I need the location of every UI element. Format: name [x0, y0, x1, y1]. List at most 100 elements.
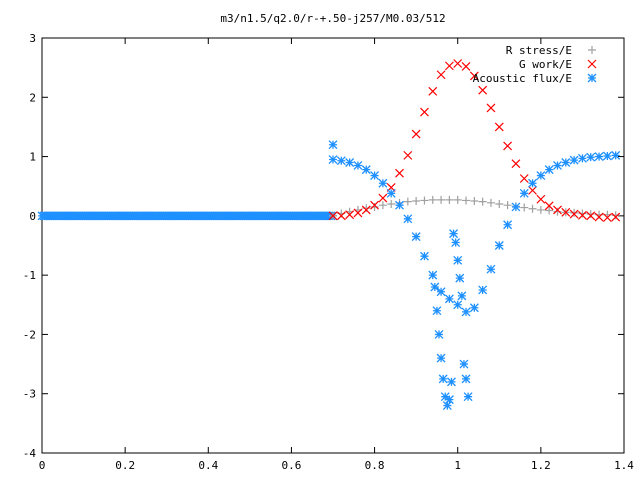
y-tick-label: -3 — [23, 388, 36, 401]
y-tick-label: -4 — [23, 447, 37, 460]
data-point — [436, 70, 446, 80]
series-layer — [37, 59, 621, 411]
data-point — [453, 59, 463, 68]
data-point — [444, 294, 454, 304]
data-point — [611, 212, 621, 222]
data-point — [370, 171, 380, 181]
data-point — [453, 195, 462, 204]
x-tick-label: 0.6 — [281, 459, 301, 472]
data-point — [437, 195, 446, 204]
y-tick-label: -2 — [23, 328, 36, 341]
axis-ticks — [41, 37, 625, 454]
data-point — [578, 210, 587, 220]
data-point — [362, 204, 371, 213]
data-point — [611, 150, 621, 160]
data-point — [528, 204, 537, 213]
data-point — [536, 205, 545, 214]
x-tick-label: 0.2 — [115, 459, 135, 472]
data-point — [412, 197, 421, 206]
data-point — [378, 178, 388, 188]
data-point — [469, 303, 479, 313]
data-point — [528, 178, 538, 188]
data-point — [328, 140, 338, 150]
series-points-3 — [328, 140, 621, 411]
legend-marker — [588, 46, 596, 54]
data-point — [436, 353, 446, 363]
flat-region — [37, 211, 338, 221]
data-point — [438, 374, 448, 384]
data-point — [461, 374, 471, 384]
data-point — [428, 195, 437, 204]
data-point — [594, 212, 604, 222]
x-tick-label: 1 — [454, 459, 461, 472]
data-point — [386, 188, 396, 198]
data-point — [511, 159, 521, 169]
data-point — [445, 195, 454, 204]
data-point — [361, 165, 371, 175]
data-point — [387, 200, 396, 208]
data-point — [469, 71, 479, 81]
data-point — [577, 153, 587, 163]
data-point — [419, 251, 429, 261]
data-point — [453, 255, 463, 265]
data-point — [486, 198, 495, 207]
data-point — [544, 165, 554, 175]
legend-label: G work/E — [519, 58, 572, 71]
data-point — [561, 207, 571, 217]
data-point — [470, 197, 479, 206]
data-point — [336, 211, 346, 221]
y-tick-label: 1 — [29, 151, 36, 164]
y-tick-label: 0 — [29, 210, 36, 223]
data-point — [328, 211, 338, 221]
data-point — [494, 241, 504, 250]
data-point — [370, 202, 379, 211]
data-point — [378, 201, 387, 210]
data-point — [403, 150, 413, 160]
data-point — [578, 209, 587, 218]
data-point — [411, 232, 421, 242]
data-point — [602, 151, 612, 161]
data-point — [353, 161, 363, 170]
x-tick-label: 1.2 — [531, 459, 551, 472]
data-point — [461, 62, 471, 71]
data-point — [478, 85, 488, 95]
data-point — [345, 210, 355, 220]
data-point — [611, 211, 620, 220]
data-point — [378, 193, 388, 203]
data-point — [428, 270, 438, 280]
data-point — [495, 200, 504, 208]
data-point — [586, 210, 595, 219]
data-point — [430, 282, 440, 292]
data-point — [361, 205, 371, 215]
data-point — [553, 161, 562, 170]
data-point — [444, 395, 454, 405]
data-point — [586, 152, 596, 162]
plot-area — [41, 37, 625, 454]
data-point — [420, 196, 429, 205]
data-point — [520, 203, 529, 212]
data-point — [463, 392, 473, 402]
data-point — [432, 306, 442, 316]
data-point — [511, 202, 521, 212]
tick-labels: 0 0.2 0.4 0.6 0.8 1 1.2 1.4 3 2 1 0 -1 -2 -3 -4 — [23, 32, 635, 472]
data-point — [444, 61, 454, 71]
data-point — [428, 86, 438, 96]
data-point — [486, 103, 496, 113]
y-tick-label: 3 — [29, 32, 36, 45]
data-point — [461, 307, 471, 317]
data-point — [478, 285, 488, 295]
data-point — [403, 197, 412, 206]
data-point — [403, 214, 413, 224]
data-point — [536, 194, 546, 204]
data-point — [451, 238, 461, 247]
data-point — [345, 158, 355, 167]
data-point — [528, 185, 537, 195]
data-point — [395, 168, 404, 178]
x-tick-label: 0 — [39, 459, 46, 472]
data-point — [553, 207, 562, 216]
data-point — [462, 196, 471, 205]
data-point — [570, 208, 579, 217]
x-tick-label: 1.4 — [614, 459, 634, 472]
